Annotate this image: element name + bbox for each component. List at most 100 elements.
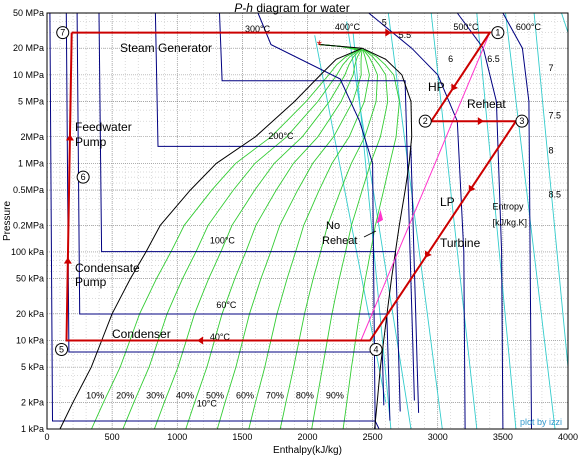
x-tick-label: 3500 (493, 432, 513, 442)
isotherm-line (76, 12, 391, 421)
no-reheat-line (360, 32, 491, 341)
isotherm-line (154, 12, 420, 413)
state-marker (55, 342, 69, 356)
isotherm-label: 200°C (268, 131, 294, 141)
cycle-arrow (385, 28, 392, 37)
isotherm-label: 100°C (210, 236, 236, 246)
chart-title: P-h diagram for water (234, 1, 350, 15)
isotherm-line (219, 12, 415, 401)
process-label: Pump (75, 275, 107, 289)
entropy-line (561, 12, 569, 33)
isotherm-line (456, 12, 504, 430)
y-tick-label: 0.5MPa (13, 185, 44, 195)
entropy-line (387, 12, 443, 430)
quality-line (185, 44, 362, 430)
quality-line (279, 44, 378, 430)
quality-label: 70% (266, 391, 284, 401)
credit-label: plot by izzi (520, 417, 562, 427)
state-label: 2 (423, 116, 428, 126)
isotherm-label: 300°C (245, 24, 271, 34)
cycle-arrow (65, 134, 74, 141)
isotherm-line (502, 12, 532, 430)
y-tick-label: 1 kPa (21, 424, 44, 434)
state-marker (76, 170, 90, 184)
quality-label: 90% (326, 391, 344, 401)
cycle-arrow (425, 250, 432, 258)
x-tick-label: 3000 (428, 432, 448, 442)
entropy-label: 5.5 (399, 30, 412, 40)
critical-point-icon: * (317, 37, 322, 52)
entropy-line (476, 12, 517, 430)
entropy-label: 6 (448, 54, 453, 64)
isotherm-line (49, 12, 380, 430)
process-label: Pump (75, 135, 107, 149)
quality-line (248, 44, 370, 430)
y-tick-label: 10 MPa (13, 70, 44, 80)
cycle-arrow (451, 83, 459, 91)
state-label: 6 (81, 172, 86, 182)
y-tick-label: 100 kPa (11, 247, 44, 257)
state-label: 3 (519, 116, 524, 126)
no-reheat-pointer (363, 230, 377, 238)
quality-label: 10% (86, 391, 104, 401)
y-tick-label: 10 kPa (16, 335, 44, 345)
x-tick-label: 0 (44, 432, 49, 442)
process-label: LP (440, 195, 455, 209)
state-label: 7 (60, 28, 65, 38)
entropy-label: 8.5 (548, 190, 561, 200)
state-marker (56, 26, 70, 40)
process-label: Steam Generator (120, 41, 212, 55)
x-tick-label: 2000 (297, 432, 317, 442)
isotherm-label: 500°C (453, 22, 479, 32)
entropy-line (346, 21, 412, 430)
y-tick-label: 20 kPa (16, 309, 44, 319)
x-tick-label: 4000 (558, 432, 578, 442)
quality-label: 30% (146, 391, 164, 401)
quality-line (319, 44, 400, 430)
process-label: Reheat (467, 97, 506, 111)
isotherm-line (65, 12, 385, 406)
isotherm-label: 60°C (216, 300, 237, 310)
isotherm-label: 400°C (335, 22, 361, 32)
quality-line (91, 44, 360, 430)
process-label: HP (428, 80, 445, 94)
y-tick-label: 2MPa (20, 132, 44, 142)
entropy-label: 6.5 (487, 54, 500, 64)
y-tick-label: 50 MPa (13, 8, 44, 18)
y-tick-label: 50 kPa (16, 274, 44, 284)
isotherm-line (257, 12, 376, 430)
state-label: 1 (495, 28, 500, 38)
entropy-label: 5 (382, 18, 387, 28)
quality-line (216, 44, 363, 430)
process-label: Condenser (112, 327, 171, 341)
entropy-label: 7.5 (548, 111, 561, 121)
entropy-label: 7 (548, 63, 553, 73)
entropy-line (430, 12, 478, 430)
state-marker (515, 114, 529, 128)
cycle-path (65, 31, 518, 342)
y-tick-label: 2 kPa (21, 397, 44, 407)
y-axis-label: Pressure (2, 201, 13, 241)
entropy-line (352, 32, 392, 430)
x-tick-label: 2500 (363, 432, 383, 442)
plot-frame (46, 12, 569, 430)
x-tick-label: 500 (105, 432, 120, 442)
y-tick-label: 1 MPa (18, 158, 44, 168)
quality-line (122, 44, 361, 430)
isotherm-label: 600°C (516, 22, 542, 32)
cycle-arrow (477, 117, 484, 126)
y-tick-label: 20 MPa (13, 43, 44, 53)
state-label: 4 (374, 344, 379, 354)
entropy-label: 8 (548, 145, 553, 155)
x-tick-label: 1000 (167, 432, 187, 442)
quality-label: 60% (236, 391, 254, 401)
no-reheat-arrow (376, 209, 384, 224)
process-label: Feedwater (75, 120, 132, 134)
saturation-dome (59, 44, 413, 430)
process-label: Turbine (440, 236, 481, 250)
x-axis-label: Enthalpy(kJ/kg) (273, 445, 342, 456)
entropy-axis-label: Entropy (492, 202, 524, 212)
entropy-axis-label: [kJ/kg.K] (492, 217, 527, 227)
quality-label: 40% (176, 391, 194, 401)
x-tick-label: 1500 (232, 432, 252, 442)
